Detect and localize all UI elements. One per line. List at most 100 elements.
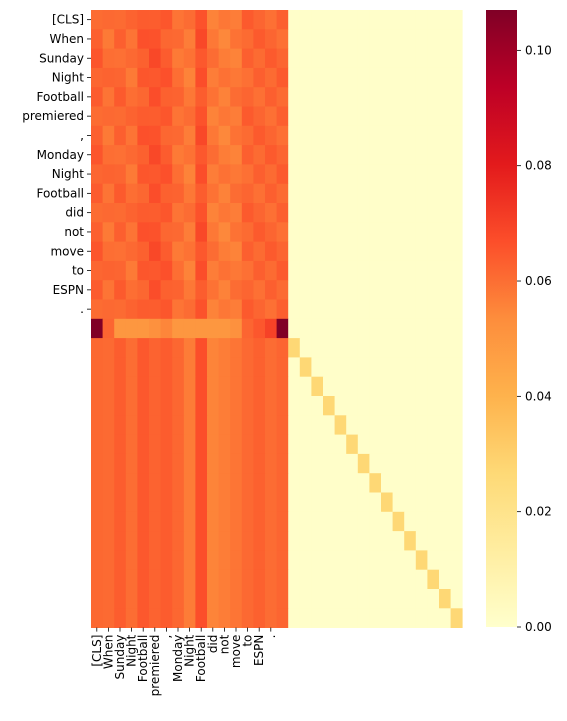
heatmap-cell <box>346 435 358 455</box>
heatmap-cell <box>369 300 381 320</box>
heatmap-cell <box>381 608 393 628</box>
heatmap-cell <box>416 512 428 532</box>
heatmap-cell <box>346 184 358 204</box>
heatmap-cell <box>265 10 277 30</box>
heatmap-cell <box>311 126 323 146</box>
heatmap-cell <box>288 242 300 262</box>
heatmap-cell <box>265 454 277 474</box>
heatmap-cell <box>393 87 405 107</box>
heatmap-cell <box>427 338 439 358</box>
heatmap-cell <box>335 550 347 570</box>
heatmap-cell <box>184 531 196 551</box>
heatmap-cell <box>195 164 207 184</box>
heatmap-cell <box>439 49 451 69</box>
heatmap-cell <box>242 550 254 570</box>
heatmap-cell <box>416 338 428 358</box>
heatmap-cell <box>265 396 277 416</box>
heatmap-cell <box>137 589 149 609</box>
heatmap-cell <box>195 222 207 242</box>
heatmap-cell <box>91 377 103 397</box>
heatmap-cell <box>161 512 173 532</box>
heatmap-cell <box>369 261 381 281</box>
heatmap-cell <box>335 608 347 628</box>
heatmap-cell <box>439 87 451 107</box>
heatmap-cell <box>416 145 428 165</box>
heatmap-cell <box>253 473 265 493</box>
heatmap-cell <box>277 608 289 628</box>
heatmap-cell <box>346 493 358 513</box>
heatmap-cell <box>381 570 393 590</box>
heatmap-cell <box>161 145 173 165</box>
heatmap-cell <box>103 570 115 590</box>
heatmap-cell <box>91 570 103 590</box>
heatmap-cell <box>300 49 312 69</box>
heatmap-cell <box>404 608 416 628</box>
heatmap-cell <box>323 280 335 300</box>
heatmap-cell <box>311 49 323 69</box>
heatmap-cell <box>277 338 289 358</box>
heatmap-cell <box>161 68 173 88</box>
heatmap-cell <box>358 87 370 107</box>
heatmap-cell <box>103 338 115 358</box>
heatmap-cell <box>265 164 277 184</box>
heatmap-cell <box>242 164 254 184</box>
heatmap-cell <box>91 454 103 474</box>
heatmap-cell <box>230 531 242 551</box>
heatmap-cell <box>311 164 323 184</box>
heatmap-cell <box>114 608 126 628</box>
heatmap-cell <box>149 261 161 281</box>
heatmap-cell <box>114 357 126 377</box>
heatmap-cell <box>427 29 439 49</box>
heatmap-cell <box>207 319 219 339</box>
heatmap-cell <box>172 242 184 262</box>
heatmap-cell <box>126 107 138 127</box>
heatmap-cell <box>172 550 184 570</box>
heatmap-cell <box>161 338 173 358</box>
heatmap-cell <box>416 589 428 609</box>
heatmap-cell <box>184 107 196 127</box>
heatmap-cell <box>404 357 416 377</box>
heatmap-cell <box>439 589 451 609</box>
heatmap-cell <box>184 126 196 146</box>
heatmap-cell <box>439 377 451 397</box>
heatmap-cell <box>404 435 416 455</box>
y-tick-label: . <box>80 302 84 316</box>
heatmap-cell <box>288 107 300 127</box>
heatmap-cell <box>335 164 347 184</box>
heatmap-cell <box>335 68 347 88</box>
heatmap-cell <box>358 512 370 532</box>
heatmap-cell <box>404 242 416 262</box>
heatmap-cell <box>114 570 126 590</box>
heatmap-cell <box>126 454 138 474</box>
heatmap-cell <box>277 300 289 320</box>
heatmap-cell <box>91 203 103 223</box>
heatmap-cell <box>451 68 463 88</box>
heatmap-cell <box>195 107 207 127</box>
heatmap-cell <box>137 550 149 570</box>
y-axis-ticks: [CLS]WhenSundayNightFootballpremiered,Mo… <box>22 13 91 317</box>
heatmap-cell <box>242 49 254 69</box>
heatmap-cell <box>288 280 300 300</box>
heatmap-cell <box>393 473 405 493</box>
heatmap-cell <box>207 29 219 49</box>
heatmap-cell <box>288 377 300 397</box>
heatmap-cell <box>311 300 323 320</box>
heatmap-cell <box>311 608 323 628</box>
heatmap-cell <box>451 512 463 532</box>
heatmap-cell <box>184 300 196 320</box>
heatmap-cell <box>288 608 300 628</box>
heatmap-cell <box>439 184 451 204</box>
heatmap-cell <box>207 570 219 590</box>
heatmap-cell <box>288 184 300 204</box>
heatmap-cell <box>335 203 347 223</box>
heatmap-cell <box>265 608 277 628</box>
heatmap-cell <box>393 357 405 377</box>
heatmap-cell <box>404 29 416 49</box>
heatmap-cell <box>335 512 347 532</box>
heatmap-cell <box>416 10 428 30</box>
heatmap-cell <box>323 608 335 628</box>
heatmap-cell <box>335 435 347 455</box>
heatmap-cell <box>393 531 405 551</box>
heatmap-cell <box>195 29 207 49</box>
heatmap-cell <box>91 589 103 609</box>
